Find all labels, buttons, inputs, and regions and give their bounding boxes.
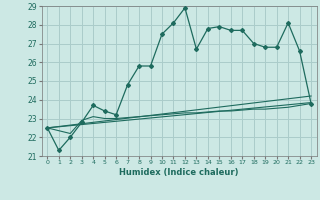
X-axis label: Humidex (Indice chaleur): Humidex (Indice chaleur) [119, 168, 239, 177]
